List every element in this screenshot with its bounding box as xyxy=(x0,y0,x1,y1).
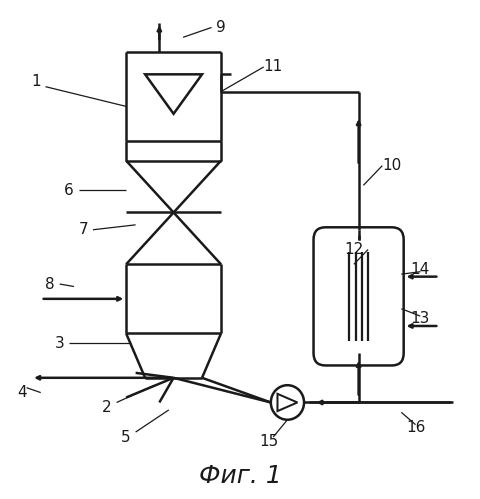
Text: 7: 7 xyxy=(79,222,88,237)
Text: 6: 6 xyxy=(64,183,74,198)
Text: 4: 4 xyxy=(17,385,26,400)
Text: 16: 16 xyxy=(406,420,425,435)
Text: Фиг. 1: Фиг. 1 xyxy=(199,465,281,489)
Text: 3: 3 xyxy=(55,336,65,351)
Text: 10: 10 xyxy=(382,158,401,173)
Text: 2: 2 xyxy=(102,400,112,415)
Text: 13: 13 xyxy=(410,311,430,326)
Text: 12: 12 xyxy=(344,242,363,257)
Text: 15: 15 xyxy=(259,435,278,450)
Text: 8: 8 xyxy=(46,276,55,291)
Text: 14: 14 xyxy=(411,262,430,277)
Text: 9: 9 xyxy=(216,20,226,35)
Text: 11: 11 xyxy=(264,59,283,74)
Text: 5: 5 xyxy=(121,430,131,445)
Text: 1: 1 xyxy=(31,74,41,89)
